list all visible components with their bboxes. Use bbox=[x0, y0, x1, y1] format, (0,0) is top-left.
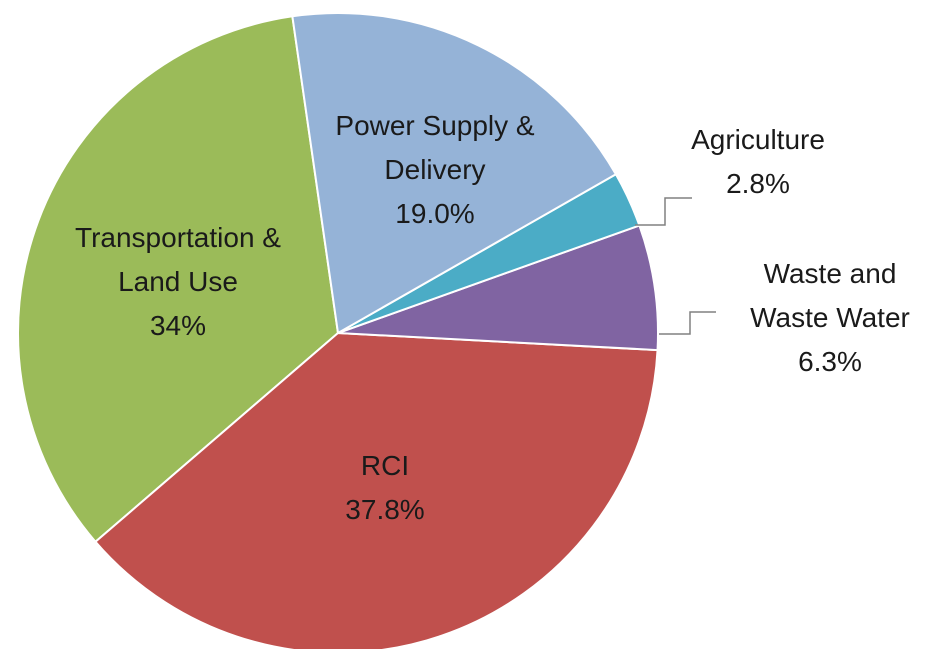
category-name: Agriculture bbox=[691, 124, 825, 155]
slice-label: Power Supply & Delivery 19.0% bbox=[310, 104, 560, 236]
pie-slice bbox=[337, 224, 659, 352]
value-label: 2.8% bbox=[726, 168, 790, 199]
pie-slice bbox=[94, 331, 659, 649]
category-name: Transportation & Land Use bbox=[75, 222, 281, 297]
slice-label: Agriculture 2.8% bbox=[658, 118, 858, 206]
leader-line bbox=[635, 197, 692, 226]
value-label: 6.3% bbox=[798, 346, 862, 377]
slice-label: Waste and Waste Water 6.3% bbox=[730, 252, 930, 384]
slice-label: Transportation & Land Use 34% bbox=[71, 216, 286, 348]
category-name: Power Supply & Delivery bbox=[335, 110, 535, 185]
value-label: 34% bbox=[149, 310, 207, 341]
pie-slice bbox=[17, 15, 340, 544]
category-name: Waste and Waste Water bbox=[750, 258, 910, 333]
category-name: RCI bbox=[360, 450, 410, 481]
pie-slice bbox=[291, 12, 618, 335]
value-label: 37.8% bbox=[345, 494, 425, 525]
value-label: 19.0% bbox=[395, 198, 475, 229]
leader-line bbox=[659, 311, 716, 335]
slice-label: RCI 37.8% bbox=[285, 444, 485, 532]
